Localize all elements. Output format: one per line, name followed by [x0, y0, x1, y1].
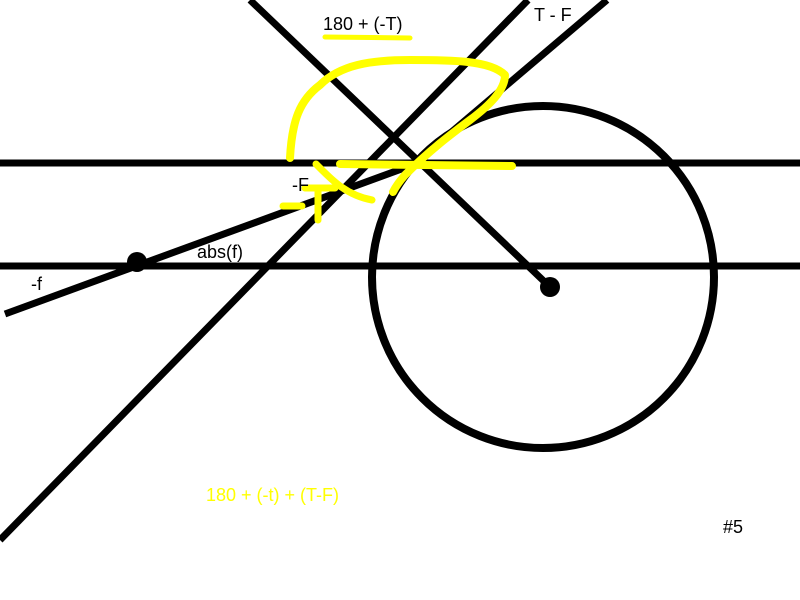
label-neg-capital-f: -F [292, 175, 309, 195]
label-t-minus-f: T - F [534, 5, 572, 25]
label-neg-f: -f [31, 274, 42, 294]
label-figure-number: #5 [723, 517, 744, 537]
label-top-angle: 180 + (-T) [323, 14, 403, 34]
shallow-line [3, 159, 420, 318]
label-sum-expression: 180 + (-t) + (T-F) [206, 485, 340, 505]
highlight-arc-lower [312, 160, 376, 204]
highlight-underline-title [322, 34, 413, 41]
steep-line [0, 0, 531, 543]
diagonal-line-to-center [247, 0, 553, 290]
highlight-horizontal [336, 160, 516, 170]
intersection-point [127, 252, 147, 272]
center-point [540, 277, 560, 297]
circle [368, 102, 718, 452]
label-abs-f: abs(f) [197, 242, 244, 262]
highlight-arc-top [286, 56, 509, 196]
